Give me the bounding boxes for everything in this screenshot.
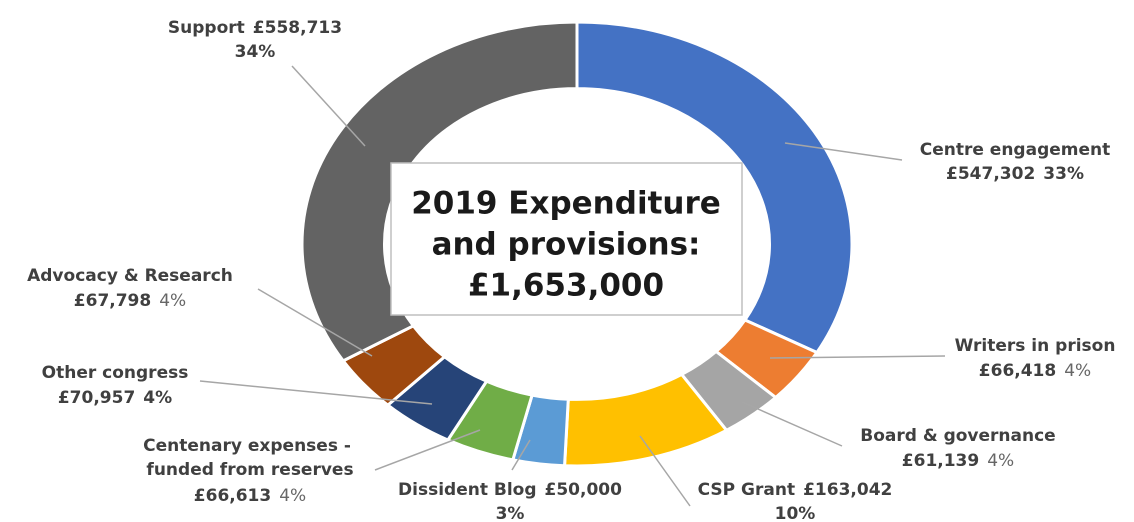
data-label: Board & governance [860, 426, 1055, 446]
data-label: £70,957 4% [58, 388, 172, 408]
value-label: £61,139 [902, 451, 979, 471]
data-label: Writers in prison [955, 336, 1116, 356]
donut-slice [575, 20, 854, 355]
value-label: £50,000 [545, 480, 623, 500]
category-label: Support [168, 18, 245, 38]
value-label: £558,713 [253, 18, 342, 38]
chart-title: £1,653,000 [468, 268, 664, 304]
data-label: £67,798 4% [74, 291, 186, 311]
data-label: Centre engagement [920, 140, 1111, 160]
category-label: Board & governance [860, 426, 1055, 446]
category-label: Advocacy & Research [27, 266, 233, 286]
percent-label: 3% [496, 504, 525, 522]
donut-slice [300, 20, 579, 363]
leader-line [374, 429, 481, 471]
title-box [390, 162, 743, 316]
data-label: 10% [775, 504, 816, 522]
category-label: Other congress [42, 363, 189, 383]
leader-line [741, 401, 843, 447]
value-label: £70,957 [58, 388, 135, 408]
percent-label: 4% [143, 388, 172, 408]
data-label: Dissident Blog £50,000 [398, 480, 622, 500]
category-label-line: Centenary expenses - [143, 436, 357, 456]
data-label: Support £558,713 [168, 18, 342, 38]
data-label: CSP Grant £163,042 [698, 480, 893, 500]
percent-label: 4% [159, 291, 186, 311]
leader-line [769, 355, 946, 359]
leader-line [784, 142, 903, 161]
category-label: CSP Grant [698, 480, 795, 500]
leader-line [257, 288, 373, 357]
data-label: 34% [235, 42, 276, 62]
percent-label: 4% [279, 486, 306, 506]
percent-label: 33% [1043, 164, 1084, 184]
value-label: £547,302 [946, 164, 1035, 184]
category-label-line: funded from reserves [146, 460, 353, 480]
category-label: Centenary expenses - funded from reserve… [143, 436, 357, 480]
leader-line [291, 65, 366, 147]
data-label: £61,139 4% [902, 451, 1014, 471]
data-label: £66,613 4% [194, 486, 306, 506]
value-label: £163,042 [803, 480, 892, 500]
percent-label: 10% [775, 504, 816, 522]
data-label: Advocacy & Research [27, 266, 233, 286]
category-label: Dissident Blog [398, 480, 536, 500]
value-label: £67,798 [74, 291, 151, 311]
value-label: £66,418 [979, 361, 1056, 381]
leader-line [639, 435, 691, 507]
chart-title: 2019 Expenditure [411, 186, 721, 222]
percent-label: 4% [1064, 361, 1091, 381]
data-label: 3% [496, 504, 525, 522]
data-label: £547,302 33% [946, 164, 1084, 184]
data-label: £66,418 4% [979, 361, 1091, 381]
percent-label: 34% [235, 42, 276, 62]
category-label: Centre engagement [920, 140, 1111, 160]
leader-line [511, 439, 531, 471]
category-label: Writers in prison [955, 336, 1116, 356]
percent-label: 4% [987, 451, 1014, 471]
value-label: £66,613 [194, 486, 271, 506]
chart-title: and provisions: [432, 227, 701, 263]
leader-line [199, 380, 433, 405]
data-label: Other congress [42, 363, 189, 383]
